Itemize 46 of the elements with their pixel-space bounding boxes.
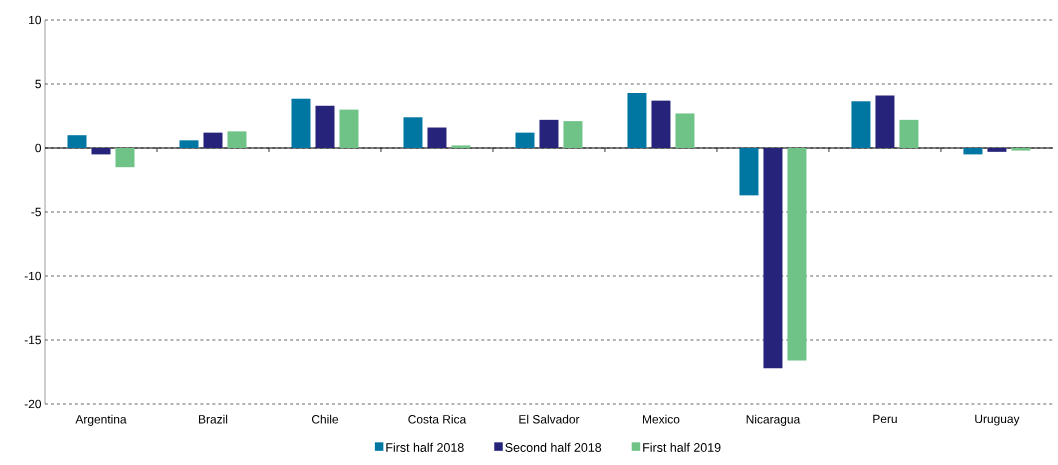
bar (451, 145, 471, 148)
y-tick-label: 10 (29, 15, 42, 25)
bar (963, 148, 983, 155)
legend-label: First half 2018 (386, 442, 464, 452)
bar (91, 148, 111, 155)
bar (763, 148, 783, 369)
x-tick-label: Argentina (75, 414, 127, 426)
x-tick-label: Peru (873, 414, 897, 424)
bar (315, 105, 335, 148)
legend-label: Second half 2018 (505, 442, 602, 452)
bar (115, 148, 135, 168)
x-tick-label: Brazil (199, 414, 228, 424)
y-tick-label: 0 (35, 143, 42, 153)
bar (291, 98, 311, 148)
x-tick-label: Costa Rica (408, 414, 467, 424)
bar (539, 119, 559, 148)
y-tick-label: 5 (35, 79, 41, 89)
bar (67, 135, 87, 148)
x-tick-label: Chile (311, 414, 339, 424)
x-tick-label: Uruguay (975, 414, 1020, 426)
bar (1011, 148, 1031, 151)
bar (563, 121, 583, 148)
x-tick-label: Nicaragua (746, 414, 801, 426)
y-tick-label: -10 (24, 271, 42, 281)
x-tick-label: El Salvador (519, 414, 580, 424)
bar (875, 95, 895, 148)
bar (179, 140, 199, 148)
bar (427, 127, 447, 148)
y-tick-label: -5 (31, 207, 41, 217)
bar (851, 101, 871, 148)
bar (651, 100, 671, 148)
bar (675, 113, 695, 148)
bar (627, 92, 647, 148)
legend-label: First half 2019 (643, 442, 721, 452)
bar (203, 132, 223, 148)
x-tick-label: Mexico (643, 414, 680, 424)
y-tick-label: -15 (24, 335, 41, 345)
bar (515, 132, 535, 148)
bar (787, 148, 807, 361)
bar (403, 117, 423, 148)
y-tick-label: -20 (24, 399, 42, 409)
bar (227, 131, 247, 148)
bar (899, 119, 919, 148)
bar (987, 148, 1007, 152)
bar (339, 109, 359, 148)
bar (739, 148, 759, 196)
